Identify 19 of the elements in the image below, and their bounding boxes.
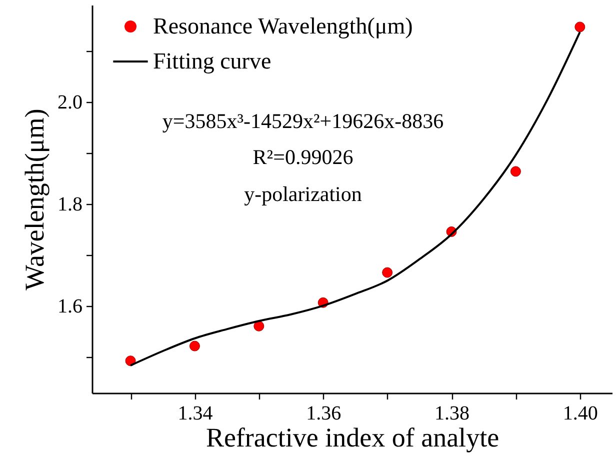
- point: [254, 320, 264, 332]
- point: [189, 340, 200, 352]
- point: [510, 166, 521, 177]
- x-tick-label: 1.40: [562, 402, 598, 424]
- y-tick-label: 1.6: [58, 296, 82, 318]
- y-tick-label: 1.8: [58, 194, 82, 216]
- x-tick-label: 1.38: [434, 402, 470, 424]
- point: [382, 267, 393, 278]
- x-tick-label: 1.36: [306, 402, 342, 424]
- point: [574, 22, 586, 32]
- legend-label: Fitting curve: [153, 48, 272, 74]
- annotation: R²=0.99026: [252, 145, 354, 169]
- annotation: y-polarization: [244, 182, 362, 206]
- legend-label: Resonance Wavelength(μm): [153, 14, 413, 38]
- annotation: y=3585x³-14529x²+19626x-8836: [162, 109, 444, 133]
- y-axis-title: Wavelength(μm): [20, 108, 50, 290]
- x-axis-title: Refractive index of analyte: [206, 422, 500, 452]
- y-tick-label: 2.0: [58, 92, 82, 114]
- x-tick-label: 1.34: [178, 402, 213, 424]
